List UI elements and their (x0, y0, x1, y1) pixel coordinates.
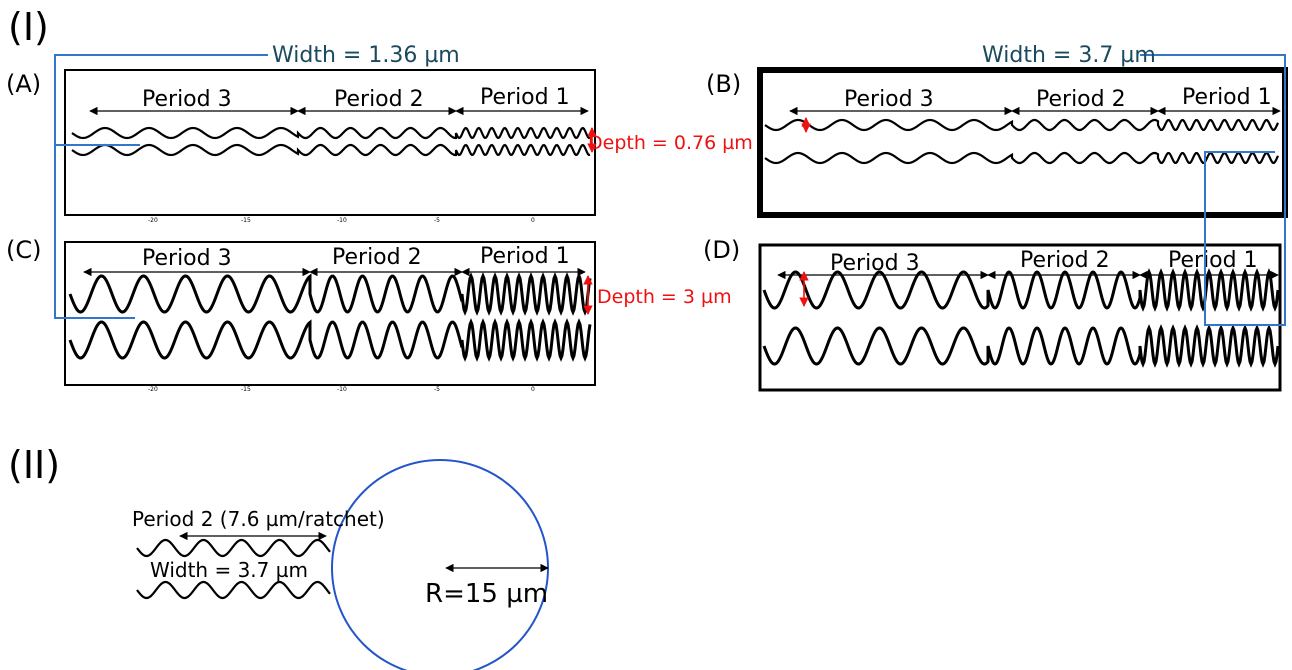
panel-a-bottom-wave (71, 143, 591, 157)
panel-a-tick-label: -15 (241, 217, 251, 224)
left-width-label: Width = 1.36 µm (272, 43, 460, 68)
panel-d-label: (D) (703, 236, 740, 264)
radius-label: R=15 µm (425, 579, 548, 609)
part-ii-width-label: Width = 3.7 µm (150, 558, 308, 582)
panel-d-period1-label: Period 1 (1168, 248, 1258, 273)
panel-b-label: (B) (706, 70, 741, 98)
loading-circle (331, 459, 549, 670)
right-width-bracket (1140, 54, 1286, 326)
panel-a-period1-label: Period 1 (480, 85, 570, 110)
panel-b-period2-label: Period 2 (1036, 87, 1126, 112)
panel-d-frame (758, 243, 1282, 392)
section-I-label: (I) (8, 5, 49, 49)
panel-b-period3-label: Period 3 (844, 87, 934, 112)
panel-d-period2-label: Period 2 (1020, 248, 1110, 273)
panel-c-top-wave (68, 272, 592, 316)
left-width-bracket (54, 54, 268, 319)
period-arrows (83, 106, 1281, 280)
ratchet-waves (68, 118, 1280, 600)
panel-b-bottom-wave (764, 151, 1279, 165)
panel-a-tick-label: -5 (434, 217, 440, 224)
panel-a-x-ticks: -20 -15 -10 -5 0 (148, 217, 535, 224)
panel-c-period2-label: Period 2 (332, 245, 422, 270)
panel-d-period3-label: Period 3 (830, 251, 920, 276)
panel-c-tick-label: -20 (148, 386, 158, 393)
panel-a-tick-label: 0 (531, 217, 535, 224)
panel-c-bottom-wave (68, 318, 592, 362)
panel-c-tick-label: -15 (241, 386, 251, 393)
panel-c-x-ticks: -20 -15 -10 -5 0 (148, 386, 535, 393)
panel-a-tick-label: -10 (337, 217, 347, 224)
panel-d-bottom-wave (762, 324, 1280, 368)
panel-a-tick-label: -20 (148, 217, 158, 224)
panel-a-period3-label: Period 3 (142, 87, 232, 112)
panel-a-period2-label: Period 2 (334, 87, 424, 112)
period-labels: Period 3 Period 2 Period 1 Period 3 Peri… (142, 85, 1272, 276)
panel-c-label: (C) (6, 236, 41, 264)
panel-c-tick-label: 0 (531, 386, 535, 393)
panel-c-tick-label: -10 (337, 386, 347, 393)
panel-c-period1-label: Period 1 (480, 244, 570, 269)
panel-b-period1-label: Period 1 (1182, 85, 1272, 110)
depth-markers (583, 117, 811, 315)
section-II-label: (II) (8, 443, 60, 487)
panel-b-top-wave (764, 118, 1279, 132)
right-width-label: Width = 3.7 µm (982, 43, 1156, 68)
panel-c-period3-label: Period 3 (142, 246, 232, 271)
panel-a-top-wave (71, 126, 591, 140)
part-ii-period-label: Period 2 (7.6 µm/ratchet) (132, 507, 385, 531)
width-brackets (54, 54, 1286, 326)
panel-d-top-wave (762, 268, 1280, 312)
part-ii-top-wave (136, 538, 331, 558)
panel-c-frame (64, 241, 596, 386)
shallow-depth-label: Depth = 0.76 µm (588, 132, 753, 154)
panel-c-tick-label: -5 (434, 386, 440, 393)
deep-depth-label: Depth = 3 µm (597, 286, 732, 308)
panel-a-label: (A) (6, 70, 41, 98)
part-ii-bottom-wave (136, 580, 331, 600)
